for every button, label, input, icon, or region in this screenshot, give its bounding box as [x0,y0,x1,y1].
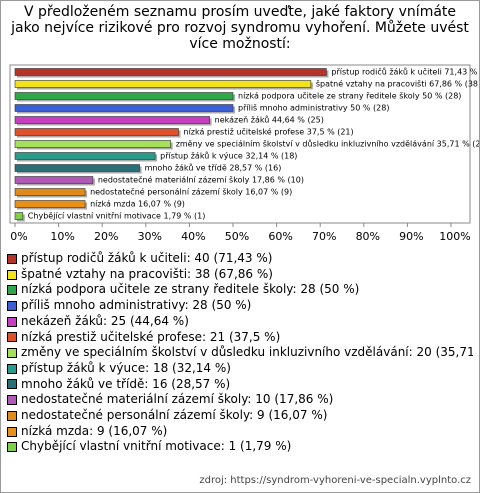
legend-swatch [7,379,17,390]
x-tick-label: 0% [10,230,27,243]
x-tick-label: 60% [268,230,292,243]
legend-swatch [7,300,17,311]
legend-item: špatné vztahy na pracovišti: 38 (67,86 %… [7,267,473,283]
bar-label: nekázeň žáků 44,64 % (25) [215,115,324,125]
legend-label: mnoho žáků ve třídě: 16 (28,57 %) [21,376,231,391]
legend-item: Chybějící vlastní vnitřní motivace: 1 (1… [7,439,473,455]
legend-label: Chybějící vlastní vnitřní motivace: 1 (1… [21,439,292,454]
legend-label: nedostatečné personální zázemí školy: 9 … [21,408,328,423]
bar [14,80,312,88]
bar [14,68,327,76]
x-tick-label: 80% [356,230,380,243]
legend-swatch [7,426,17,437]
legend-label: nekázeň žáků: 25 (44,64 %) [21,313,189,328]
legend-item: nízká mzda: 9 (16,07 %) [7,424,473,440]
bar-label: přístup žáků k výuce 32,14 % (18) [160,151,297,161]
bar-label: Chybějící vlastní vnitřní motivace 1,79 … [28,212,206,221]
legend-item: přístup žáků k výuce: 18 (32,14 %) [7,361,473,377]
x-tick-label: 40% [181,230,205,243]
legend-swatch [7,253,17,264]
legend-label: nízká podpora učitele ze strany ředitele… [21,282,360,297]
legend-swatch [7,410,17,421]
bar-label: příliš mnoho administrativy 50 % (28) [238,103,389,113]
x-tick-label: 30% [138,230,162,243]
legend-item: příliš mnoho administrativy: 28 (50 %) [7,298,473,314]
legend-label: nedostatečné materiální zázemí školy: 10… [21,392,334,407]
legend-swatch [7,332,17,343]
bar-label: změny ve speciálním školství v důsledku … [176,139,479,149]
legend-swatch [7,285,17,296]
legend-label: příliš mnoho administrativy: 28 (50 %) [21,298,252,313]
bar [14,164,140,172]
chart-title: V předloženém seznamu prosím uveďte, jak… [11,4,469,52]
x-tick-label: 90% [399,230,423,243]
bar [14,176,94,184]
legend-item: nekázeň žáků: 25 (44,64 %) [7,314,473,330]
legend-label: přístup žáků k výuce: 18 (32,14 %) [21,360,231,375]
source: zdroj: https://syndrom-vyhoreni-ve-speci… [199,475,471,486]
legend-item: nízká podpora učitele ze strany ředitele… [7,282,473,298]
chart: 0% 10% 20% 30% 40% 50% 60% 70% 80% 90% 100% přístup… [9,64,479,243]
legend-item: nedostatečné materiální zázemí školy: 10… [7,392,473,408]
plot-frame [9,64,471,224]
legend-swatch [7,442,17,453]
legend-item: nízká prestiž učitelské profese: 21 (37,… [7,330,473,346]
legend-swatch [7,348,17,359]
legend-swatch [7,269,17,280]
bar-label: nízká prestiž učitelské profese 37,5 % (… [184,127,354,137]
legend-label: nízká prestiž učitelské profese: 21 (37,… [21,329,281,344]
bar-label: mnoho žáků ve třídě 28,57 % (16) [145,163,282,173]
x-tick-label: 50% [225,230,249,243]
legend-label: špatné vztahy na pracovišti: 38 (67,86 %… [21,266,273,281]
bar [14,140,171,148]
bar [14,104,234,112]
legend: přístup rodičů žáků k učiteli: 40 (71,43… [7,251,473,471]
bar-label: špatné vztahy na pracovišti 67,86 % (38) [316,79,479,89]
legend-item: nedostatečné personální zázemí školy: 9 … [7,408,473,424]
legend-item: přístup rodičů žáků k učiteli: 40 (71,43… [7,251,473,267]
legend-item: změny ve speciálním školství v důsledku … [7,345,473,361]
legend-swatch [7,395,17,406]
bar-label: nedostatečné materiální zázemí školy 17,… [98,175,304,185]
bar-label: přístup rodičů žáků k učiteli 71,43 % (4… [331,67,479,77]
legend-label: přístup rodičů žáků k učiteli: 40 (71,43… [21,251,273,265]
legend-label: nízká mzda: 9 (16,07 %) [21,423,168,438]
legend-label: změny ve speciálním školství v důsledku … [21,345,473,360]
bar [14,92,234,100]
bar [14,200,86,208]
x-tick-label: 10% [50,230,74,243]
bar [14,152,156,160]
bar [14,212,24,220]
bar [14,116,210,124]
bar [14,188,86,196]
x-tick-label: 70% [312,230,336,243]
legend-swatch [7,363,17,374]
legend-item: mnoho žáků ve třídě: 16 (28,57 %) [7,377,473,393]
legend-swatch [7,316,17,327]
x-tick-label: 100% [439,230,470,243]
bar-label: nedostatečné personální zázemí školy 16,… [90,187,292,197]
bar-label: nízká podpora učitele ze strany ředitele… [238,91,461,101]
bar-label: nízká mzda 16,07 % (9) [90,200,185,209]
bar [14,128,179,136]
x-tick-label: 20% [94,230,118,243]
